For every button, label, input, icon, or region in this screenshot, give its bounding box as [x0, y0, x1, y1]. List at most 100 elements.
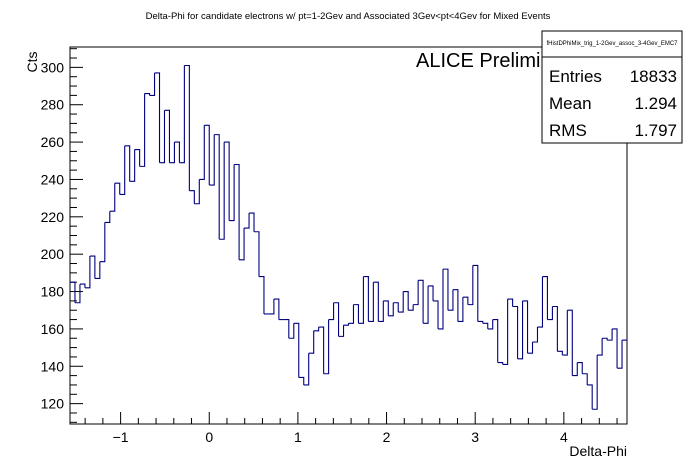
histogram-bin: [84, 256, 91, 289]
histogram-bin: [492, 319, 499, 363]
histogram-bin: [388, 302, 394, 317]
y-axis: 120 140 160 180 200 220 240 260 280 300: [41, 48, 83, 423]
histogram-bin: [323, 319, 330, 375]
histogram-bin: [129, 149, 136, 182]
histogram-bin: [144, 92, 151, 96]
x-axis-label: Delta-Phi: [569, 443, 627, 459]
histogram-bin: [537, 276, 544, 328]
y-tick-label: 260: [41, 134, 65, 150]
x-tick-label: 1: [294, 429, 302, 445]
histogram-bin: [298, 376, 305, 385]
histogram-bin: [532, 327, 539, 343]
histogram-bin: [99, 222, 106, 263]
histogram-bin: [149, 72, 156, 96]
histogram-bin: [179, 65, 185, 164]
histogram-bin: [104, 211, 111, 223]
histogram-bin: [343, 323, 350, 326]
histogram-bin: [438, 269, 444, 330]
histogram-bin: [597, 338, 603, 356]
histogram-bin: [333, 302, 340, 337]
histogram-bin: [428, 285, 434, 301]
histogram-bin: [209, 134, 215, 186]
histogram-bin: [229, 164, 235, 222]
histogram-bin: [383, 300, 389, 316]
histogram-bin: [487, 319, 494, 330]
histogram-bin: [124, 145, 131, 182]
y-tick-label: 240: [41, 171, 65, 187]
histogram-bin: [577, 361, 583, 374]
histogram-bin: [522, 300, 529, 354]
histogram-bin: [199, 125, 205, 180]
histogram-bin: [423, 285, 429, 324]
histogram-bin: [447, 289, 454, 311]
stats-rms-value: 1.797: [634, 121, 677, 140]
alice-preliminary-annotation: ALICE Preliminary: [416, 50, 579, 72]
histogram-bin: [482, 322, 489, 329]
histogram-bin: [219, 142, 225, 240]
x-tick-label: 3: [471, 429, 479, 445]
histogram-bin: [318, 326, 325, 374]
histogram-bin: [313, 327, 320, 332]
histogram-bin: [139, 93, 146, 167]
histogram-bin: [457, 297, 464, 322]
histogram-bin: [74, 284, 81, 304]
stats-entries-label: Entries: [549, 67, 602, 86]
histogram-bin: [94, 261, 101, 280]
histogram-bin: [462, 296, 469, 305]
histogram-bin: [592, 355, 598, 410]
histogram-bin: [507, 298, 514, 307]
histogram-bin: [547, 306, 553, 321]
histogram-bin: [502, 299, 509, 365]
histogram-bin: [89, 255, 96, 279]
histogram-bin: [239, 228, 245, 261]
histogram-bin: [234, 163, 240, 260]
y-axis-label: Cts: [24, 52, 40, 73]
histogram-bin: [224, 141, 230, 221]
histogram-bin: [244, 213, 250, 229]
histogram-bin: [617, 340, 623, 369]
histogram-bin: [293, 322, 300, 378]
histogram-bin: [552, 305, 558, 352]
histogram-bin: [154, 72, 161, 163]
histogram-bin: [273, 298, 280, 320]
histogram-bin: [373, 281, 379, 322]
histogram-bin: [268, 299, 275, 315]
stats-box: fHistDPhiMix_trig_1-2Gev_assoc_3-4Gev_EM…: [541, 30, 683, 144]
histogram-bin: [114, 182, 121, 195]
histogram-bins: [70, 64, 627, 410]
stats-mean-value: 1.294: [634, 94, 677, 113]
histogram-bin: [398, 291, 404, 313]
histogram-bin: [79, 283, 86, 288]
stats-box-frame: [541, 30, 683, 144]
histogram-bin: [467, 265, 474, 306]
x-tick-label: −1: [113, 429, 129, 445]
histogram-bin: [328, 302, 335, 321]
histogram-bin: [348, 304, 355, 324]
x-axis: −1 0 1 2 3 4: [84, 412, 618, 445]
x-tick-label: 0: [205, 429, 213, 445]
histogram-bin: [358, 276, 364, 324]
histogram-bin: [119, 145, 126, 195]
x-tick-label: 4: [560, 429, 568, 445]
histogram-bin: [214, 134, 220, 240]
histogram-bin: [303, 353, 310, 386]
histogram-bin: [70, 281, 76, 303]
histogram-bin: [413, 280, 419, 306]
histogram-bin: [542, 276, 548, 320]
x-tick-label: 2: [383, 429, 391, 445]
histogram-bin: [408, 304, 414, 311]
histogram-bin: [174, 141, 180, 163]
histogram-bin: [134, 149, 141, 167]
histogram-bin: [368, 282, 374, 322]
histogram-bin: [283, 319, 290, 339]
histogram-bin: [378, 300, 384, 322]
y-tick-label: 300: [41, 59, 65, 75]
histogram-bin: [562, 310, 568, 356]
histogram-bin: [572, 362, 578, 377]
histogram-bin: [308, 330, 315, 354]
y-tick-label: 140: [41, 358, 65, 374]
chart-title: Delta-Phi for candidate electrons w/ pt=…: [146, 11, 551, 22]
histogram-bin: [442, 268, 449, 311]
histogram-bin: [338, 325, 345, 337]
